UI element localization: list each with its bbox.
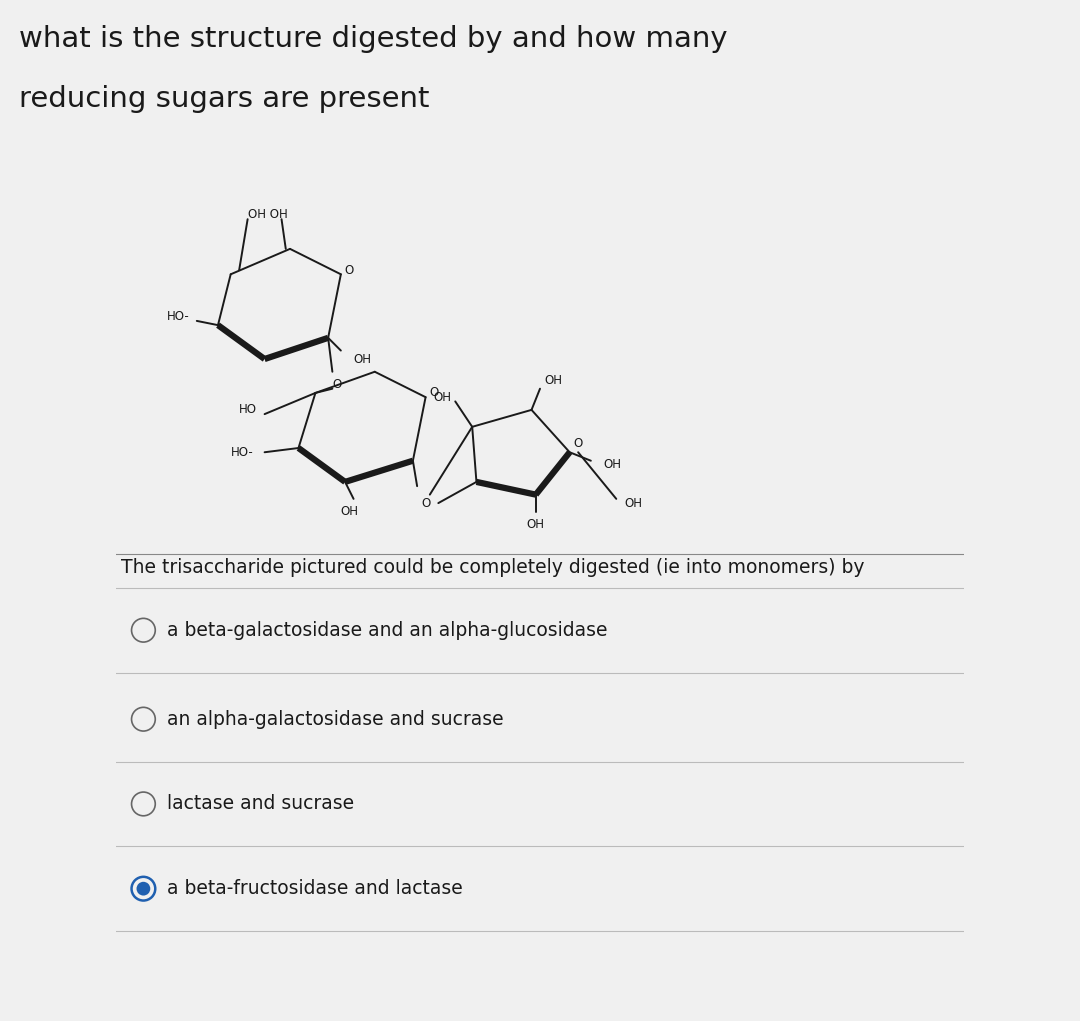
Text: O: O: [430, 386, 438, 399]
Circle shape: [136, 882, 150, 895]
Text: OH: OH: [340, 505, 359, 518]
Text: lactase and sucrase: lactase and sucrase: [167, 794, 354, 814]
Text: O: O: [421, 496, 430, 509]
Text: O: O: [332, 378, 341, 391]
Text: OH OH: OH OH: [247, 208, 287, 222]
Text: an alpha-galactosidase and sucrase: an alpha-galactosidase and sucrase: [167, 710, 503, 729]
Text: OH: OH: [353, 352, 372, 366]
Text: The trisaccharide pictured could be completely digested (ie into monomers) by: The trisaccharide pictured could be comp…: [121, 558, 864, 577]
Text: OH: OH: [604, 458, 622, 472]
Text: what is the structure digested by and how many: what is the structure digested by and ho…: [19, 25, 728, 53]
Text: OH: OH: [544, 374, 563, 387]
Text: reducing sugars are present: reducing sugars are present: [19, 86, 430, 113]
Text: HO: HO: [239, 403, 257, 417]
Text: OH: OH: [527, 518, 544, 531]
Text: OH: OH: [624, 496, 643, 509]
Text: O: O: [345, 263, 354, 277]
Text: a beta-galactosidase and an alpha-glucosidase: a beta-galactosidase and an alpha-glucos…: [167, 621, 608, 640]
Text: HO-: HO-: [231, 446, 254, 458]
Text: O: O: [573, 437, 583, 450]
Text: HO-: HO-: [167, 310, 190, 324]
Text: a beta-fructosidase and lactase: a beta-fructosidase and lactase: [167, 879, 463, 898]
Text: OH: OH: [433, 391, 451, 403]
